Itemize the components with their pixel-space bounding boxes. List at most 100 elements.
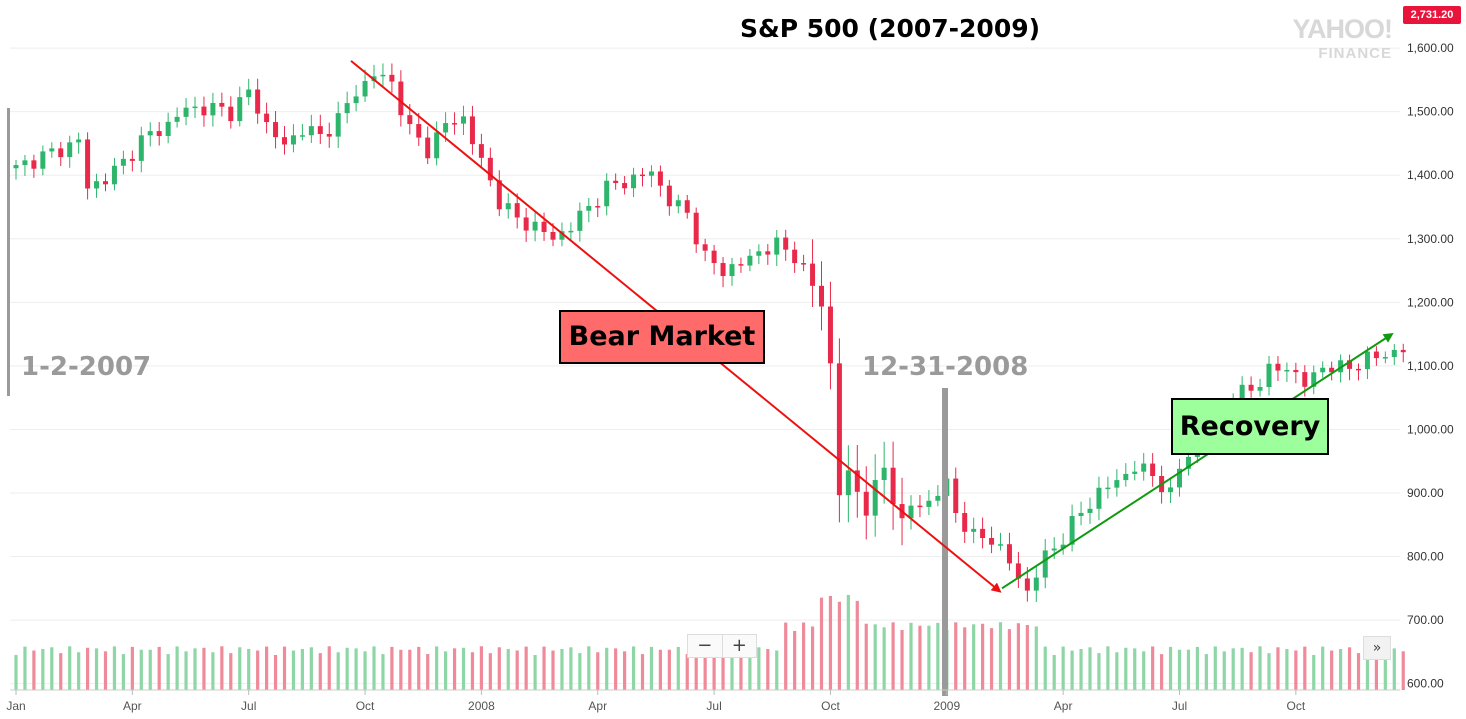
- candle-body: [1347, 360, 1353, 369]
- volume-bar: [998, 622, 1003, 690]
- candle-body: [111, 165, 117, 185]
- volume-bar: [229, 653, 233, 690]
- volume-bar: [166, 654, 170, 690]
- candle-body: [1391, 349, 1397, 358]
- volume-bar: [1061, 646, 1065, 690]
- candle-body: [1185, 456, 1191, 469]
- volume-bar: [730, 652, 734, 690]
- candle-body: [711, 250, 717, 264]
- volume-bar: [676, 646, 680, 690]
- volume-bar: [247, 649, 251, 690]
- candle-body: [1078, 512, 1084, 516]
- x-tick-label: Jul: [241, 699, 256, 713]
- volume-bar: [972, 624, 976, 690]
- volume-bar: [1043, 646, 1047, 690]
- volume-bar: [614, 648, 618, 690]
- volume-bar: [318, 653, 322, 690]
- volume-bar: [569, 647, 573, 690]
- bear-market-label: Bear Market: [559, 310, 765, 364]
- candle-body: [49, 148, 55, 152]
- volume-bar: [1160, 654, 1164, 690]
- candle-body: [1382, 357, 1388, 359]
- candle-body: [783, 237, 789, 250]
- candle-body: [1373, 351, 1379, 359]
- candle-body: [353, 96, 359, 104]
- volume-bar: [927, 625, 931, 690]
- candle-body: [765, 251, 771, 255]
- volume-bar: [1267, 653, 1271, 690]
- candle-body: [1284, 369, 1290, 372]
- volume-bar: [864, 623, 868, 690]
- volume-bar: [1321, 646, 1325, 690]
- x-tick-label: Apr: [123, 699, 142, 713]
- volume-bar: [399, 649, 403, 690]
- candle-body: [165, 121, 171, 136]
- volume-bar: [909, 622, 913, 690]
- volume-bar: [873, 624, 877, 690]
- volume-bar: [211, 652, 215, 690]
- chart-title: S&P 500 (2007-2009): [739, 14, 1041, 43]
- volume-bar: [1025, 624, 1029, 690]
- volume-bar: [578, 653, 582, 690]
- candle-body: [299, 135, 305, 137]
- candle-body: [514, 203, 520, 218]
- volume-bar: [193, 648, 197, 690]
- volume-bar: [103, 651, 108, 690]
- volume-bar: [506, 649, 510, 690]
- candle-body: [684, 200, 690, 213]
- candle-body: [362, 81, 368, 97]
- candle-body: [550, 232, 556, 240]
- candle-body: [1293, 369, 1299, 373]
- plus-icon[interactable]: +: [731, 635, 747, 656]
- volume-bars: [14, 594, 1405, 690]
- volume-bar: [1016, 623, 1020, 690]
- volume-bar: [900, 630, 904, 690]
- y-tick-label: 1,400.00: [1407, 168, 1454, 182]
- candle-body: [756, 251, 762, 256]
- volume-bar: [86, 647, 90, 690]
- volume-bar: [32, 650, 36, 690]
- volume-bar: [345, 647, 349, 690]
- volume-bar: [623, 651, 627, 690]
- volume-bar: [408, 649, 412, 690]
- candle-body: [255, 89, 261, 114]
- volume-bar: [1347, 647, 1352, 690]
- volume-bar: [515, 650, 519, 690]
- candle-body: [774, 237, 780, 255]
- candle-body: [67, 142, 73, 158]
- candle-body: [210, 102, 216, 116]
- candle-body: [138, 135, 144, 161]
- candle-body: [917, 505, 923, 508]
- volume-bar: [819, 597, 824, 690]
- candle-body: [559, 231, 565, 240]
- volume-bar: [605, 647, 609, 690]
- volume-bar: [658, 649, 662, 690]
- volume-bar: [1240, 647, 1244, 690]
- volume-bar: [139, 649, 143, 690]
- volume-bar: [802, 622, 806, 690]
- volume-bar: [1168, 646, 1173, 690]
- candle-body: [308, 126, 314, 136]
- candle-body: [1051, 548, 1057, 551]
- candle-body: [380, 74, 386, 77]
- candle-body: [854, 470, 860, 492]
- volume-bar: [273, 655, 278, 690]
- volume-bar: [703, 651, 707, 690]
- candle-body: [76, 139, 82, 143]
- double-chevron-right-icon[interactable]: »: [1363, 636, 1391, 660]
- volume-bar: [649, 646, 654, 690]
- volume-bar: [1258, 646, 1262, 690]
- candle-body: [792, 249, 798, 264]
- volume-bar: [784, 622, 788, 690]
- candle-body: [273, 122, 279, 138]
- minus-icon[interactable]: −: [688, 635, 723, 657]
- y-tick-label: 900.00: [1407, 486, 1444, 500]
- volume-bar: [963, 627, 967, 690]
- candle-body: [1168, 487, 1174, 493]
- volume-bar: [121, 654, 125, 690]
- candle-body: [317, 126, 323, 134]
- volume-bar: [542, 646, 546, 690]
- candle-body: [487, 157, 493, 181]
- candle-body: [657, 171, 663, 186]
